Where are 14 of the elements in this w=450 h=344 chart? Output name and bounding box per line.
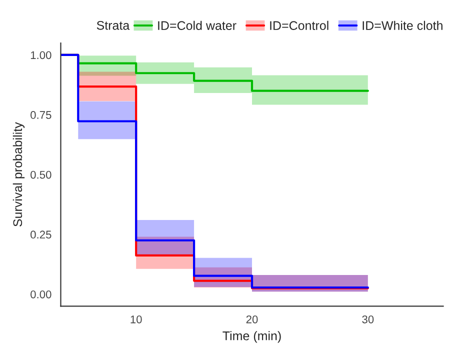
legend-label: ID=Cold water bbox=[158, 20, 236, 30]
legend-label: ID=White cloth bbox=[362, 20, 442, 30]
y-axis-title: Survival probability bbox=[12, 122, 25, 226]
x-tick-label: 30 bbox=[362, 315, 374, 324]
x-tick-label: 20 bbox=[246, 315, 258, 324]
y-tick-label: 1.00 bbox=[30, 51, 52, 60]
y-tick-label: 0.50 bbox=[30, 170, 52, 179]
y-tick-label: 0.00 bbox=[30, 290, 52, 298]
y-tick-label: 0.25 bbox=[30, 230, 52, 239]
y-tick-label: 0.75 bbox=[30, 111, 52, 119]
legend-label: ID=Control bbox=[270, 20, 328, 30]
legend-title: Strata bbox=[96, 20, 130, 30]
x-axis-title: Time (min) bbox=[222, 331, 281, 343]
x-tick-label: 10 bbox=[130, 315, 142, 324]
